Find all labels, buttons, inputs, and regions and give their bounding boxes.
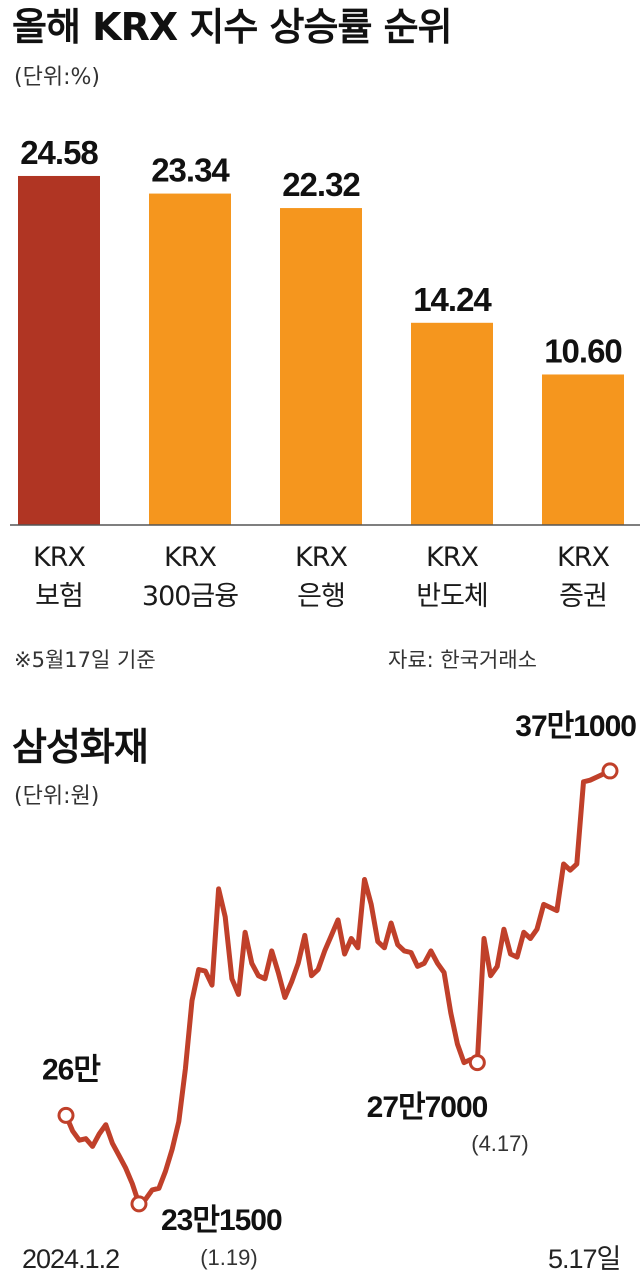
annotation-label: 26만 xyxy=(42,1053,101,1086)
bar-5 xyxy=(542,374,624,525)
bar-3 xyxy=(280,208,362,525)
category-label: KRX xyxy=(295,542,347,573)
bar-group: 24.58 23.34 22.32 14.24 10.60 xyxy=(18,134,624,526)
bar-value-label: 10.60 xyxy=(544,332,622,369)
bar-value-label: 23.34 xyxy=(151,152,230,189)
annotation-point xyxy=(468,1054,486,1072)
category-label: KRX xyxy=(164,542,216,573)
annotation-label: 23만1500 xyxy=(161,1204,282,1237)
category-label: KRX xyxy=(426,542,478,573)
annotation-date: (1.19) xyxy=(200,1245,257,1270)
line-chart-unit: (단위:원) xyxy=(14,784,99,809)
bar-source: 자료: 한국거래소 xyxy=(388,648,537,672)
category-label: 은행 xyxy=(297,581,345,612)
category-label: KRX xyxy=(33,542,85,573)
bar-1 xyxy=(18,175,100,526)
bar-value-label: 14.24 xyxy=(413,281,492,318)
bar-2 xyxy=(149,193,231,525)
annotation-point xyxy=(57,1106,75,1124)
annotation-date: (4.17) xyxy=(471,1131,528,1156)
annotation-label: 37만1000 xyxy=(515,710,636,743)
category-label: 300금융 xyxy=(142,581,238,612)
annotation-point xyxy=(601,762,619,780)
line-chart-title: 삼성화재 xyxy=(12,725,148,769)
bar-chart-unit: (단위:%) xyxy=(14,65,100,90)
annotation-point xyxy=(130,1195,148,1213)
category-label: 증권 xyxy=(559,581,607,612)
category-label: 반도체 xyxy=(416,581,488,612)
bar-note: ※5월17일 기준 xyxy=(14,648,156,672)
line-group xyxy=(63,768,613,1207)
category-label: KRX xyxy=(557,542,609,573)
category-labels: KRX 보험 KRX 300금융 KRX 은행 KRX 반도체 KRX 증권 xyxy=(33,542,610,612)
category-label: 보험 xyxy=(35,581,83,612)
bar-value-label: 22.32 xyxy=(282,166,360,203)
line-annotations: 26만 23만1500 (1.19) 27만7000 (4.17) 37만1000 xyxy=(42,710,637,1270)
x-end-label: 5.17일 xyxy=(548,1244,620,1274)
annotation-label: 27만7000 xyxy=(367,1091,488,1124)
x-start-label: 2024.1.2 xyxy=(22,1244,119,1274)
price-line xyxy=(63,768,613,1207)
bar-chart-title: 올해 KRX 지수 상승률 순위 xyxy=(12,5,452,49)
bar-4 xyxy=(411,322,493,525)
bar-value-label: 24.58 xyxy=(20,134,98,171)
